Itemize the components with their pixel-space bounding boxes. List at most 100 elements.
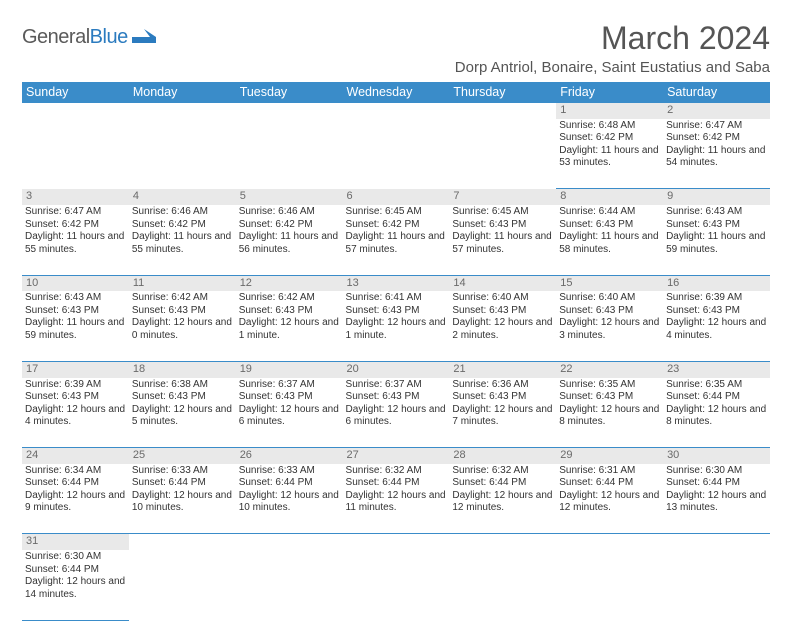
day-detail-cell: Sunrise: 6:46 AMSunset: 6:42 PMDaylight:… [236,205,343,275]
day-detail-cell [236,550,343,620]
sunset-text: Sunset: 6:43 PM [559,305,660,318]
day-detail-cell: Sunrise: 6:43 AMSunset: 6:43 PMDaylight:… [22,291,129,361]
day-detail-cell [449,119,556,189]
detail-row: Sunrise: 6:48 AMSunset: 6:42 PMDaylight:… [22,119,770,189]
sunrise-text: Sunrise: 6:34 AM [25,465,126,478]
sunset-text: Sunset: 6:43 PM [666,305,767,318]
detail-row: Sunrise: 6:34 AMSunset: 6:44 PMDaylight:… [22,464,770,534]
daylight-text: Daylight: 11 hours and 58 minutes. [559,231,660,256]
day-number-cell: 24 [22,448,129,464]
daylight-text: Daylight: 12 hours and 8 minutes. [666,404,767,429]
weekday-header: Thursday [449,82,556,103]
day-number-cell: 23 [663,361,770,377]
day-detail-cell [129,119,236,189]
day-detail-cell: Sunrise: 6:43 AMSunset: 6:43 PMDaylight:… [663,205,770,275]
daylight-text: Daylight: 12 hours and 13 minutes. [666,490,767,515]
day-detail-cell: Sunrise: 6:40 AMSunset: 6:43 PMDaylight:… [449,291,556,361]
day-detail-cell: Sunrise: 6:33 AMSunset: 6:44 PMDaylight:… [236,464,343,534]
day-detail-cell: Sunrise: 6:36 AMSunset: 6:43 PMDaylight:… [449,378,556,448]
logo-text: GeneralBlue [22,26,128,49]
daynum-row: 3456789 [22,189,770,205]
sunset-text: Sunset: 6:43 PM [559,219,660,232]
logo-word2: Blue [90,26,128,48]
day-detail-cell: Sunrise: 6:45 AMSunset: 6:42 PMDaylight:… [343,205,450,275]
sunset-text: Sunset: 6:43 PM [666,219,767,232]
sunrise-text: Sunrise: 6:44 AM [559,206,660,219]
sunrise-text: Sunrise: 6:36 AM [452,379,553,392]
daylight-text: Daylight: 12 hours and 3 minutes. [559,317,660,342]
day-detail-cell: Sunrise: 6:32 AMSunset: 6:44 PMDaylight:… [449,464,556,534]
daylight-text: Daylight: 11 hours and 57 minutes. [452,231,553,256]
sunset-text: Sunset: 6:42 PM [239,219,340,232]
day-number-cell: 22 [556,361,663,377]
day-detail-cell: Sunrise: 6:41 AMSunset: 6:43 PMDaylight:… [343,291,450,361]
day-detail-cell [663,550,770,620]
daylight-text: Daylight: 11 hours and 59 minutes. [666,231,767,256]
daylight-text: Daylight: 11 hours and 54 minutes. [666,145,767,170]
sunrise-text: Sunrise: 6:40 AM [559,292,660,305]
day-number-cell: 7 [449,189,556,205]
day-detail-cell: Sunrise: 6:42 AMSunset: 6:43 PMDaylight:… [129,291,236,361]
day-number-cell: 1 [556,103,663,119]
daynum-row: 24252627282930 [22,448,770,464]
day-detail-cell: Sunrise: 6:35 AMSunset: 6:43 PMDaylight:… [556,378,663,448]
day-number-cell: 30 [663,448,770,464]
daylight-text: Daylight: 11 hours and 57 minutes. [346,231,447,256]
sunset-text: Sunset: 6:44 PM [239,477,340,490]
day-number-cell [22,103,129,119]
sunset-text: Sunset: 6:43 PM [452,391,553,404]
day-number-cell: 13 [343,275,450,291]
sunset-text: Sunset: 6:44 PM [25,477,126,490]
daylight-text: Daylight: 11 hours and 56 minutes. [239,231,340,256]
detail-row: Sunrise: 6:43 AMSunset: 6:43 PMDaylight:… [22,291,770,361]
sunset-text: Sunset: 6:42 PM [346,219,447,232]
detail-row: Sunrise: 6:30 AMSunset: 6:44 PMDaylight:… [22,550,770,620]
sunset-text: Sunset: 6:42 PM [559,132,660,145]
daylight-text: Daylight: 12 hours and 2 minutes. [452,317,553,342]
daylight-text: Daylight: 12 hours and 5 minutes. [132,404,233,429]
daylight-text: Daylight: 12 hours and 11 minutes. [346,490,447,515]
sunset-text: Sunset: 6:44 PM [666,391,767,404]
daylight-text: Daylight: 11 hours and 55 minutes. [132,231,233,256]
day-number-cell [236,103,343,119]
daylight-text: Daylight: 12 hours and 4 minutes. [25,404,126,429]
weekday-header: Tuesday [236,82,343,103]
daylight-text: Daylight: 11 hours and 53 minutes. [559,145,660,170]
sunrise-text: Sunrise: 6:45 AM [452,206,553,219]
calendar-table: SundayMondayTuesdayWednesdayThursdayFrid… [22,82,770,621]
sunrise-text: Sunrise: 6:41 AM [346,292,447,305]
sunset-text: Sunset: 6:44 PM [25,564,126,577]
day-detail-cell: Sunrise: 6:39 AMSunset: 6:43 PMDaylight:… [22,378,129,448]
sunrise-text: Sunrise: 6:48 AM [559,120,660,133]
sunrise-text: Sunrise: 6:43 AM [666,206,767,219]
daylight-text: Daylight: 12 hours and 8 minutes. [559,404,660,429]
day-number-cell [129,534,236,550]
day-number-cell: 20 [343,361,450,377]
sunrise-text: Sunrise: 6:42 AM [239,292,340,305]
sunrise-text: Sunrise: 6:32 AM [346,465,447,478]
sunset-text: Sunset: 6:43 PM [346,305,447,318]
weekday-header: Monday [129,82,236,103]
sunset-text: Sunset: 6:44 PM [346,477,447,490]
day-detail-cell: Sunrise: 6:30 AMSunset: 6:44 PMDaylight:… [663,464,770,534]
day-detail-cell: Sunrise: 6:34 AMSunset: 6:44 PMDaylight:… [22,464,129,534]
day-number-cell: 21 [449,361,556,377]
sunset-text: Sunset: 6:43 PM [239,305,340,318]
day-number-cell [343,534,450,550]
day-detail-cell [449,550,556,620]
page-title: March 2024 [455,20,770,57]
sunrise-text: Sunrise: 6:46 AM [132,206,233,219]
day-detail-cell: Sunrise: 6:42 AMSunset: 6:43 PMDaylight:… [236,291,343,361]
day-number-cell [449,103,556,119]
day-number-cell: 4 [129,189,236,205]
weekday-header: Sunday [22,82,129,103]
daylight-text: Daylight: 11 hours and 55 minutes. [25,231,126,256]
daylight-text: Daylight: 12 hours and 0 minutes. [132,317,233,342]
daylight-text: Daylight: 12 hours and 1 minute. [239,317,340,342]
day-detail-cell: Sunrise: 6:45 AMSunset: 6:43 PMDaylight:… [449,205,556,275]
sunset-text: Sunset: 6:43 PM [239,391,340,404]
day-number-cell [556,534,663,550]
day-number-cell: 2 [663,103,770,119]
title-block: March 2024 Dorp Antriol, Bonaire, Saint … [455,20,770,76]
daynum-row: 12 [22,103,770,119]
